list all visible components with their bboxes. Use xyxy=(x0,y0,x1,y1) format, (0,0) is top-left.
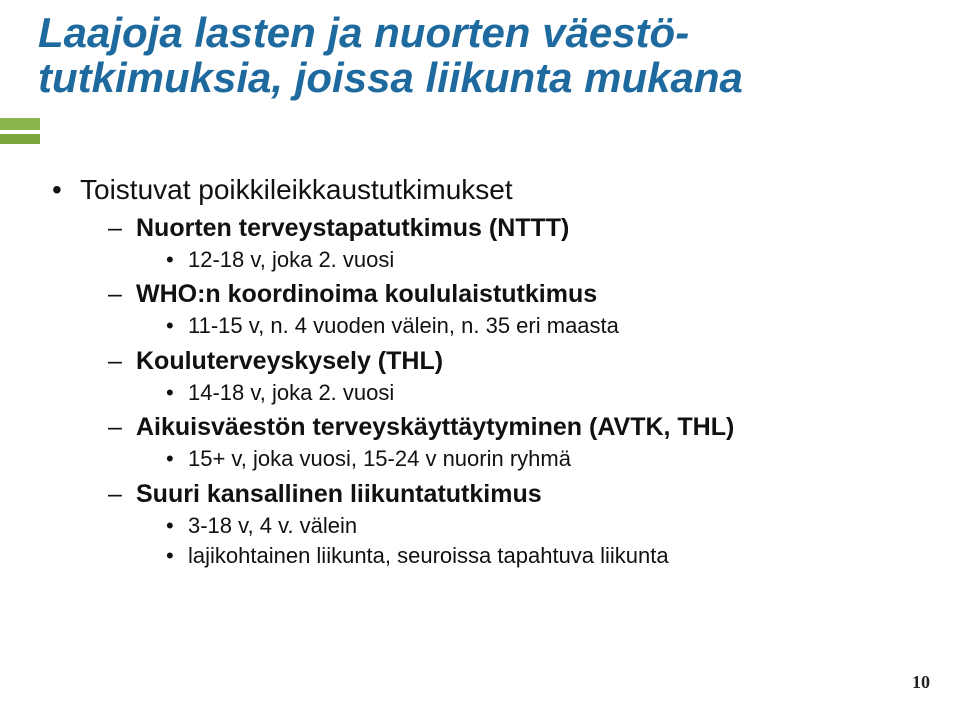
lvl1-text: Toistuvat poikkileikkaustutkimukset xyxy=(80,174,513,205)
title-line-1: Laajoja lasten ja nuorten väestö- xyxy=(38,10,918,55)
bullet-list-lvl3: 12-18 v, joka 2. vuosi xyxy=(136,247,912,273)
accent-bar-top xyxy=(0,118,40,130)
lvl3-item: lajikohtainen liikunta, seuroissa tapaht… xyxy=(166,543,912,569)
bullet-list-lvl3: 11-15 v, n. 4 vuoden välein, n. 35 eri m… xyxy=(136,313,912,339)
lvl1-item: Toistuvat poikkileikkaustutkimukset Nuor… xyxy=(52,172,912,569)
title-line-2: tutkimuksia, joissa liikunta mukana xyxy=(38,55,918,100)
lvl2-text: WHO:n koordinoima koululaistutkimus xyxy=(136,280,597,308)
lvl3-text: 15+ v, joka vuosi, 15-24 v nuorin ryhmä xyxy=(188,446,571,471)
lvl3-text: 12-18 v, joka 2. vuosi xyxy=(188,247,394,272)
lvl2-item: Kouluterveyskysely (THL) 14-18 v, joka 2… xyxy=(108,346,912,406)
bullet-list-lvl1: Toistuvat poikkileikkaustutkimukset Nuor… xyxy=(52,172,912,569)
lvl3-text: 3-18 v, 4 v. välein xyxy=(188,513,357,538)
bullet-list-lvl3: 14-18 v, joka 2. vuosi xyxy=(136,380,912,406)
bullet-list-lvl3: 15+ v, joka vuosi, 15-24 v nuorin ryhmä xyxy=(136,446,912,472)
slide-title: Laajoja lasten ja nuorten väestö- tutkim… xyxy=(38,10,918,101)
bullet-list-lvl3: 3-18 v, 4 v. välein lajikohtainen liikun… xyxy=(136,513,912,570)
lvl2-item: Aikuisväestön terveyskäyttäytyminen (AVT… xyxy=(108,412,912,472)
lvl2-text: Kouluterveyskysely (THL) xyxy=(136,347,443,375)
lvl3-item: 15+ v, joka vuosi, 15-24 v nuorin ryhmä xyxy=(166,446,912,472)
accent-bar-bottom xyxy=(0,134,40,144)
lvl3-item: 11-15 v, n. 4 vuoden välein, n. 35 eri m… xyxy=(166,313,912,339)
lvl3-text: 11-15 v, n. 4 vuoden välein, n. 35 eri m… xyxy=(188,313,619,338)
lvl3-item: 12-18 v, joka 2. vuosi xyxy=(166,247,912,273)
lvl2-text: Aikuisväestön terveyskäyttäytyminen (AVT… xyxy=(136,413,734,441)
lvl3-text: 14-18 v, joka 2. vuosi xyxy=(188,380,394,405)
lvl2-item: Suuri kansallinen liikuntatutkimus 3-18 … xyxy=(108,479,912,570)
lvl2-item: WHO:n koordinoima koululaistutkimus 11-1… xyxy=(108,279,912,339)
lvl2-item: Nuorten terveystapatutkimus (NTTT) 12-18… xyxy=(108,213,912,273)
lvl3-item: 14-18 v, joka 2. vuosi xyxy=(166,380,912,406)
lvl2-text: Suuri kansallinen liikuntatutkimus xyxy=(136,480,542,508)
bullet-list-lvl2: Nuorten terveystapatutkimus (NTTT) 12-18… xyxy=(80,213,912,569)
lvl2-text: Nuorten terveystapatutkimus (NTTT) xyxy=(136,214,569,242)
lvl3-text: lajikohtainen liikunta, seuroissa tapaht… xyxy=(188,543,669,568)
content-area: Toistuvat poikkileikkaustutkimukset Nuor… xyxy=(52,172,912,579)
lvl3-item: 3-18 v, 4 v. välein xyxy=(166,513,912,539)
slide: { "colors": { "title": "#1e6a9e", "body"… xyxy=(0,0,960,713)
page-number: 10 xyxy=(912,672,930,693)
